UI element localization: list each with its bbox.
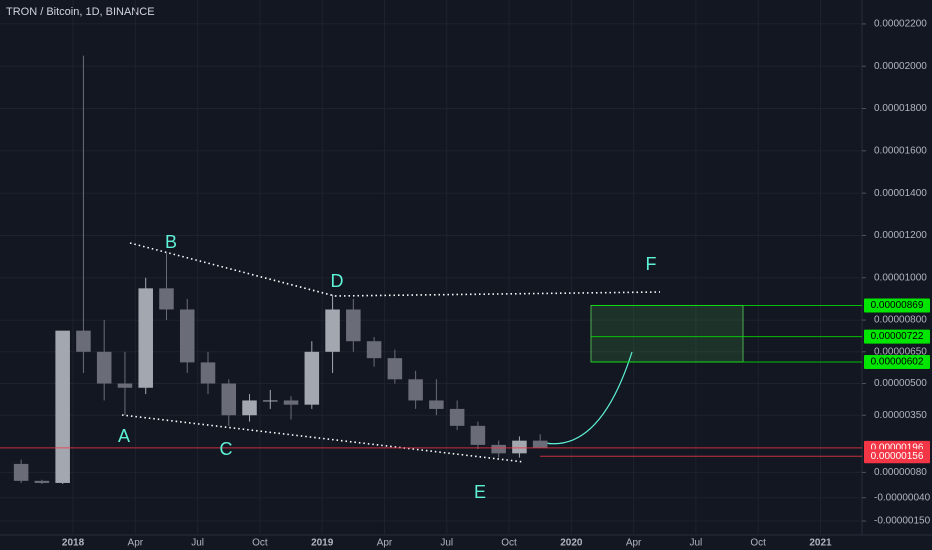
price-label: 0.00000602 <box>871 357 924 368</box>
candle-body <box>13 463 29 481</box>
candle-body <box>117 383 133 388</box>
x-tick-label: Apr <box>128 538 144 549</box>
candle-body <box>159 288 174 310</box>
x-tick-label: Oct <box>501 538 517 549</box>
candle-body <box>532 440 548 448</box>
candle-body <box>179 309 195 363</box>
y-tick-label: 0.00000080 <box>874 467 927 478</box>
x-tick-label: Jul <box>191 538 204 549</box>
x-tick-label: Apr <box>626 538 642 549</box>
candle-body <box>449 408 465 426</box>
price-label-box <box>864 449 930 464</box>
candle-body <box>200 362 216 384</box>
candle-body <box>263 400 278 402</box>
y-tick-label: 0.00000500 <box>874 378 927 389</box>
candle-body <box>491 444 506 454</box>
x-tick-label: Oct <box>252 538 268 549</box>
candle-body <box>470 425 486 445</box>
price-label: 0.00000156 <box>871 451 924 462</box>
wave-label: E <box>474 482 486 502</box>
price-label-box <box>864 329 930 344</box>
y-tick-label: 0.00001400 <box>874 188 927 199</box>
price-label: 0.00000196 <box>871 442 924 453</box>
wave-label: B <box>165 232 177 252</box>
candle-body <box>512 440 527 454</box>
candle-body <box>387 358 403 380</box>
x-tick-label: Jul <box>690 538 703 549</box>
candle-body <box>221 383 237 416</box>
x-tick-label: Apr <box>377 538 393 549</box>
y-tick-label: -0.00000040 <box>874 492 931 503</box>
y-tick-label: 0.00002000 <box>874 61 927 72</box>
candle-body <box>346 309 361 342</box>
candle-body <box>76 330 91 352</box>
price-label: 0.00000869 <box>871 300 924 311</box>
y-tick-label: -0.00000150 <box>874 516 931 527</box>
candle-body <box>34 480 50 483</box>
candle-body <box>429 400 444 409</box>
chart-title: TRON / Bitcoin, 1D, BINANCE <box>6 6 155 18</box>
candle-body <box>283 400 299 405</box>
candle-body <box>304 351 320 405</box>
projection-curve <box>544 351 633 445</box>
wave-label: F <box>646 254 657 274</box>
candle-body <box>408 379 423 401</box>
wave-label: A <box>118 426 130 446</box>
target-zone <box>590 304 744 363</box>
y-tick-label: 0.00000350 <box>874 410 927 421</box>
x-tick-label: Jul <box>440 538 453 549</box>
candle-body <box>96 351 112 384</box>
wave-label: C <box>220 439 233 459</box>
x-tick-label: 2019 <box>311 538 334 549</box>
price-label: 0.00000722 <box>871 331 924 342</box>
y-tick-label: 0.00001800 <box>874 103 927 114</box>
y-tick-label: 0.00001600 <box>874 145 927 156</box>
price-label-box <box>864 298 930 313</box>
y-tick-label: 0.00000800 <box>874 315 927 326</box>
candle-body <box>138 288 153 388</box>
x-tick-label: 2021 <box>809 538 832 549</box>
y-tick-label: 0.00001200 <box>874 230 927 241</box>
y-tick-label: 0.00001000 <box>874 272 927 283</box>
x-tick-label: Oct <box>750 538 766 549</box>
x-tick-label: 2018 <box>62 538 85 549</box>
y-tick-label: 0.00002200 <box>874 19 927 30</box>
x-tick-label: 2020 <box>560 538 583 549</box>
price-label-box <box>864 354 930 369</box>
candle-body <box>242 400 257 416</box>
candle-body <box>55 330 70 483</box>
candle-body <box>366 341 382 359</box>
y-tick-label: 0.00000650 <box>874 346 927 357</box>
trend-line <box>334 291 661 297</box>
wave-label: D <box>331 271 344 291</box>
trend-line <box>129 242 336 297</box>
candle-body <box>325 309 340 352</box>
